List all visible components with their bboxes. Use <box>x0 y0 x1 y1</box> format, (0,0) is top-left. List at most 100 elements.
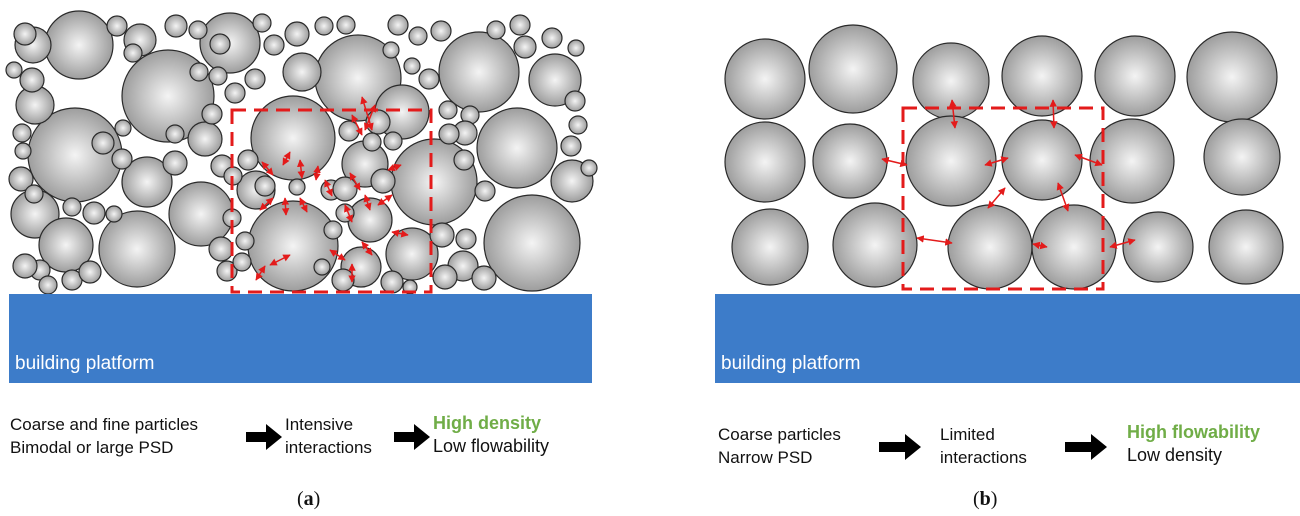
description-line-2: Narrow PSD <box>718 448 813 467</box>
particle <box>347 197 393 243</box>
building-platform: building platform <box>9 294 592 383</box>
particle <box>232 252 252 272</box>
particle <box>567 39 585 57</box>
particle <box>123 43 143 63</box>
interaction-arrow <box>299 197 308 213</box>
particle <box>513 35 537 59</box>
interaction-arrow <box>313 165 321 181</box>
interaction-arrow <box>984 156 1009 167</box>
particle <box>288 178 306 196</box>
particle <box>165 124 185 144</box>
particle <box>164 14 188 38</box>
result: High flowability Low density <box>1127 421 1260 467</box>
particle <box>731 208 809 286</box>
caption-b: (b) <box>973 488 998 510</box>
interaction-arrow <box>269 254 291 266</box>
particle-description: Coarse particles Narrow PSD <box>718 423 841 469</box>
interaction-arrow <box>281 197 290 216</box>
particle <box>438 100 458 120</box>
particle <box>314 16 334 36</box>
interaction-arrow <box>387 163 402 172</box>
interaction-arrow <box>344 204 353 223</box>
particle <box>323 220 343 240</box>
result-good: High density <box>433 413 542 433</box>
particle-bed-narrow <box>724 24 1284 291</box>
particle <box>370 168 396 194</box>
panel-a: building platform Coarse and fine partic… <box>5 10 598 510</box>
particle <box>1001 119 1083 201</box>
particle <box>403 57 421 75</box>
particle <box>429 222 455 248</box>
interaction-arrow <box>881 156 908 168</box>
particle <box>78 260 102 284</box>
particle <box>336 15 356 35</box>
interaction-arrow <box>363 194 372 211</box>
particle <box>438 31 520 113</box>
particle <box>382 41 400 59</box>
particle <box>1203 118 1281 196</box>
particle <box>121 156 173 208</box>
building-platform: building platform <box>715 294 1300 383</box>
particle <box>19 67 45 93</box>
interaction-arrow <box>1109 238 1136 249</box>
interaction-arrow <box>1074 153 1103 167</box>
interaction-arrow <box>377 194 393 206</box>
particle <box>208 66 228 86</box>
interaction-arrow <box>391 229 409 238</box>
interaction-arrow <box>1049 99 1058 129</box>
particle <box>541 27 563 49</box>
interaction-arrow <box>261 161 274 176</box>
particle <box>383 131 403 151</box>
particle <box>905 115 997 207</box>
particle <box>1186 31 1278 123</box>
particle <box>189 62 209 82</box>
particle <box>252 13 272 33</box>
highlight-box <box>901 106 1105 291</box>
particle <box>947 204 1033 290</box>
interaction-line-1: Intensive <box>285 415 354 434</box>
particle <box>105 205 123 223</box>
particle <box>1122 211 1194 283</box>
particle <box>1094 35 1176 117</box>
particle <box>114 119 132 137</box>
particle <box>187 121 223 157</box>
particle <box>162 150 188 176</box>
particle <box>486 20 506 40</box>
result-good: High flowability <box>1127 422 1260 442</box>
right-arrow-icon <box>394 424 430 450</box>
panel-b: building platform Coarse particles Narro… <box>650 0 1300 516</box>
particle <box>483 194 581 292</box>
particle <box>568 115 588 135</box>
interaction-arrow <box>329 249 346 261</box>
particle <box>380 270 404 294</box>
particle <box>430 20 452 42</box>
interaction-arrow <box>297 159 305 179</box>
platform-label: building platform <box>15 353 155 374</box>
particle <box>82 201 106 225</box>
particle <box>418 68 440 90</box>
particle <box>724 121 806 203</box>
particle <box>331 268 355 292</box>
interaction-arrow <box>324 179 333 197</box>
particle <box>91 131 115 155</box>
interaction-arrow <box>351 114 363 136</box>
particle <box>247 200 339 292</box>
particle <box>580 159 598 177</box>
particle <box>564 90 586 112</box>
result-bad: Low density <box>1127 445 1223 465</box>
interaction-line-2: interactions <box>285 438 372 457</box>
interaction-arrows <box>881 99 1136 250</box>
interaction-arrow <box>255 265 266 281</box>
interaction-description: Intensive interactions <box>285 413 372 459</box>
interaction-arrow <box>282 151 291 166</box>
particle <box>808 24 898 114</box>
particle <box>14 142 32 160</box>
interaction-arrow <box>364 104 376 131</box>
particle-bed-bimodal <box>5 10 598 295</box>
particle <box>38 275 58 295</box>
particle <box>111 148 133 170</box>
platform-label: building platform <box>721 353 861 374</box>
result: High density Low flowability <box>433 412 549 458</box>
particle <box>62 197 82 217</box>
particle <box>362 132 382 152</box>
